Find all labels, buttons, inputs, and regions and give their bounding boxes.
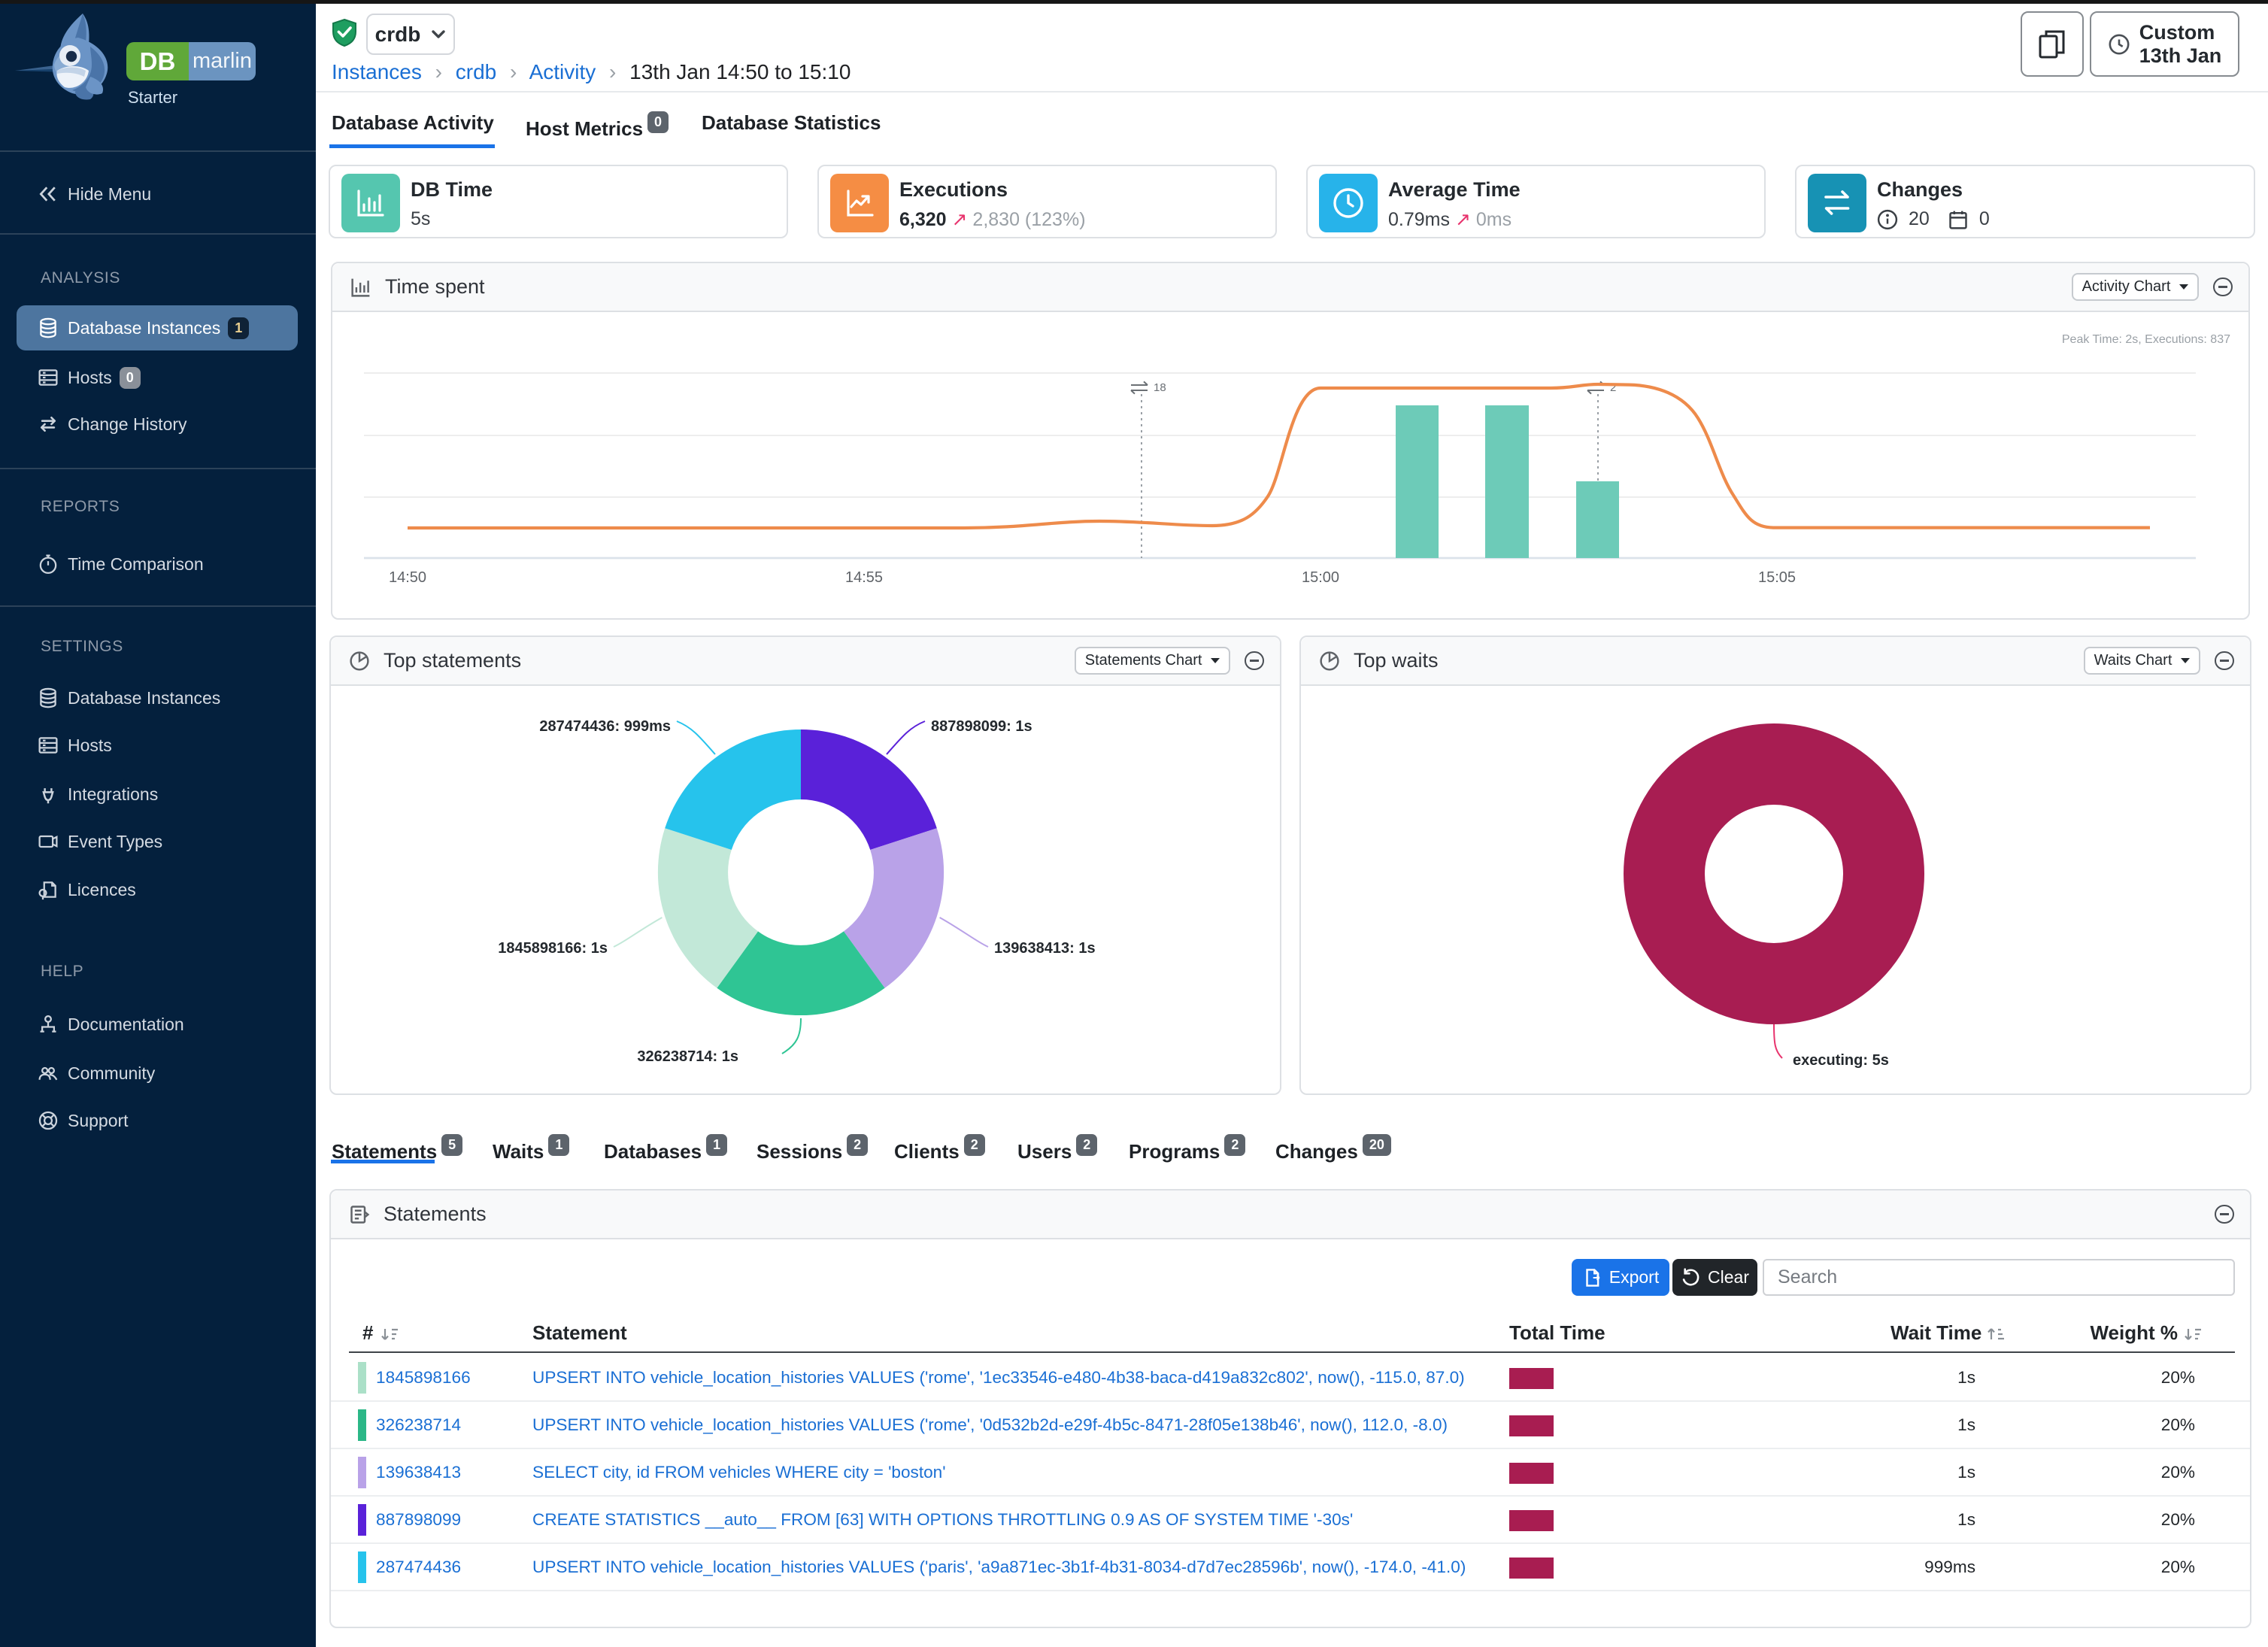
svg-text:139638413: 1s: 139638413: 1s bbox=[994, 940, 1096, 957]
svg-text:887898099: 1s: 887898099: 1s bbox=[931, 718, 1032, 735]
svg-text:1845898166: 1s: 1845898166: 1s bbox=[498, 940, 608, 957]
svg-text:executing: 5s: executing: 5s bbox=[1793, 1052, 1889, 1069]
svg-text:14:50: 14:50 bbox=[389, 569, 426, 586]
svg-text:14:55: 14:55 bbox=[845, 569, 883, 586]
svg-text:18: 18 bbox=[1154, 381, 1166, 394]
svg-text:326238714: 1s: 326238714: 1s bbox=[637, 1048, 738, 1065]
svg-text:287474436: 999ms: 287474436: 999ms bbox=[539, 718, 671, 735]
svg-text:Peak Time: 2s, Executions: 837: Peak Time: 2s, Executions: 837 bbox=[2062, 333, 2230, 346]
svg-text:15:00: 15:00 bbox=[1302, 569, 1339, 586]
svg-text:15:05: 15:05 bbox=[1758, 569, 1796, 586]
svg-text:2: 2 bbox=[1610, 381, 1616, 394]
